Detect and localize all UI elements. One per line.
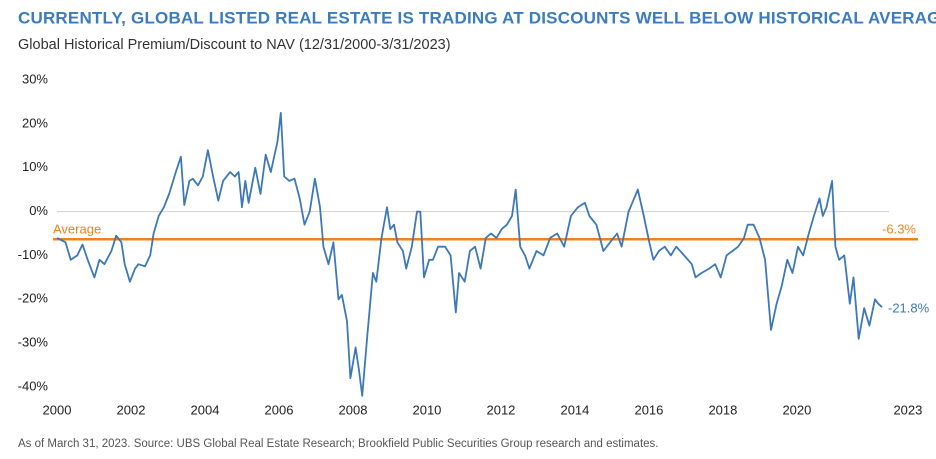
y-tick-label: -10% [18,247,49,262]
y-tick-label: -40% [18,378,49,393]
x-tick-label: 2014 [560,402,589,417]
average-name: Average [53,222,101,237]
x-tick-label: 2006 [265,402,294,417]
x-tick-label: 2002 [117,402,146,417]
x-tick-label: 2018 [708,402,737,417]
y-tick-label: 30% [22,71,48,86]
x-tick-label: 2023 [893,402,922,417]
y-tick-label: -20% [18,291,49,306]
x-tick-label: 2004 [191,402,220,417]
average-label: -6.3% [882,222,916,237]
x-tick-label: 2020 [782,402,811,417]
x-tick-label: 2000 [43,402,72,417]
x-tick-label: 2016 [634,402,663,417]
data-line [56,112,883,397]
x-tick-label: 2012 [486,402,515,417]
y-tick-label: -30% [18,335,49,350]
x-tick-label: 2010 [412,402,441,417]
chart-title: CURRENTLY, GLOBAL LISTED REAL ESTATE IS … [18,8,936,27]
y-tick-label: 20% [22,115,48,130]
x-tick-label: 2008 [339,402,368,417]
y-tick-label: 0% [29,203,48,218]
source-note: As of March 31, 2023. Source: UBS Global… [18,438,658,450]
last-value-label: -21.8% [888,301,930,316]
y-tick-label: 10% [22,159,48,174]
chart-subtitle: Global Historical Premium/Discount to NA… [18,37,451,53]
